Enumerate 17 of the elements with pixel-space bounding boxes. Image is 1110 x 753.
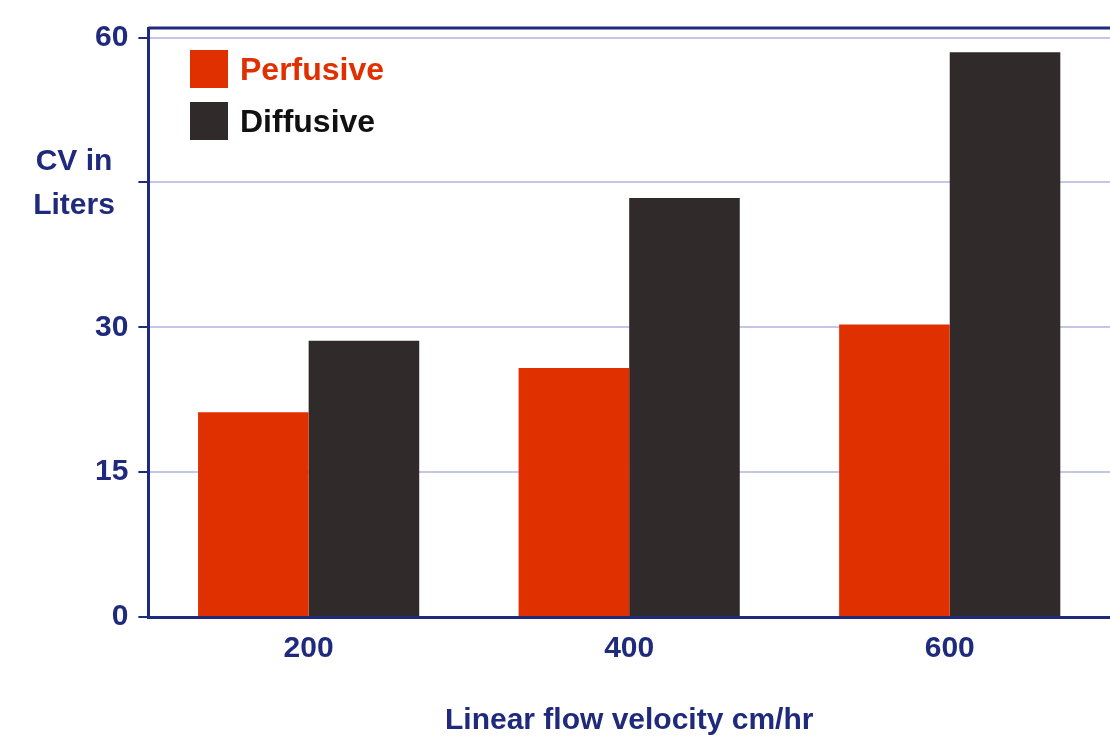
bar: [198, 412, 309, 616]
y-tick-label: 60: [94, 18, 129, 52]
x-tick-label: 200: [283, 630, 334, 664]
y-tick-label: 0: [111, 598, 129, 632]
bar: [629, 197, 740, 616]
bar: [949, 52, 1061, 616]
x-tick-label: 400: [604, 630, 655, 664]
bar: [518, 367, 630, 616]
x-tick-label: 600: [924, 630, 975, 664]
legend-label: Diffusive: [240, 102, 376, 140]
y-axis-title: CV in Liters: [32, 142, 116, 222]
legend-label: Perfusive: [240, 50, 385, 88]
y-tick-label: 30: [94, 308, 129, 342]
y-tick-label: 15: [94, 453, 129, 487]
bar: [308, 340, 420, 616]
bar: [839, 324, 950, 616]
x-axis-title: Linear flow velocity cm/hr: [444, 702, 814, 736]
